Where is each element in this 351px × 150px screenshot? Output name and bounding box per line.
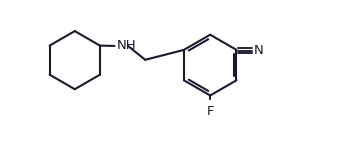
Text: NH: NH xyxy=(117,39,137,52)
Text: F: F xyxy=(206,105,214,118)
Text: N: N xyxy=(254,44,264,57)
